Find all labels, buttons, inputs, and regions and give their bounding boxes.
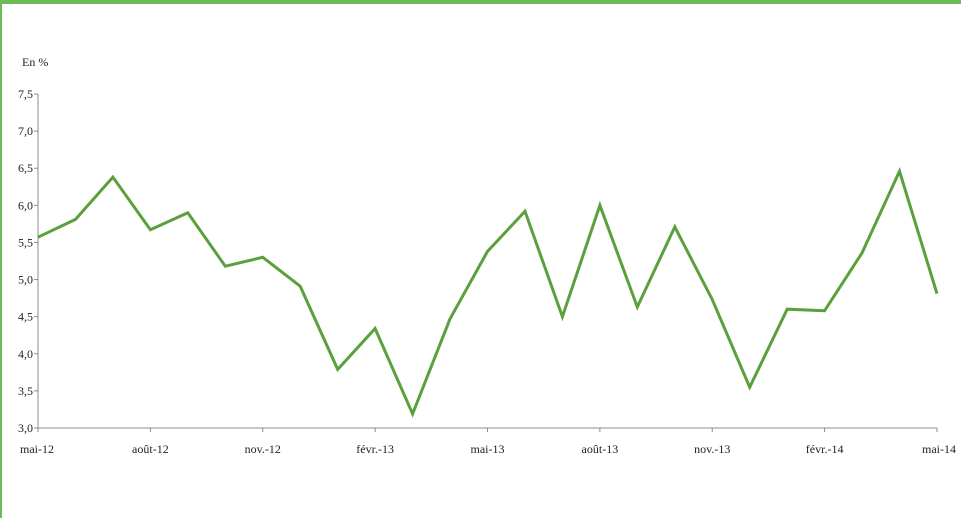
y-axis-ticks: 3,0 3,5 4,0 4,5 5,0 5,5 6,0 6,5 7,0 7,5	[18, 87, 38, 435]
x-tick-label: mai-14	[922, 442, 956, 456]
x-tick-label: mai-13	[471, 442, 505, 456]
x-tick-label: mai-12	[20, 442, 54, 456]
y-tick-label: 6,0	[18, 198, 33, 212]
y-tick-label: 4,0	[18, 347, 33, 361]
y-tick-label: 7,0	[18, 124, 33, 138]
x-tick-label: nov.-13	[694, 442, 730, 456]
y-tick-label: 5,0	[18, 273, 33, 287]
x-tick-label: août-13	[582, 442, 619, 456]
y-axis-title: En %	[22, 55, 48, 69]
y-tick-label: 3,5	[18, 384, 33, 398]
y-tick-label: 6,5	[18, 161, 33, 175]
y-tick-label: 5,5	[18, 235, 33, 249]
series-group	[37, 166, 939, 418]
y-tick-label: 4,5	[18, 310, 33, 324]
x-tick-label: nov.-12	[245, 442, 281, 456]
x-tick-label: août-12	[132, 442, 169, 456]
x-axis-ticks: mai-12 août-12 nov.-12 févr.-13 mai-13 août-1…	[20, 428, 956, 456]
y-tick-label: 3,0	[18, 421, 33, 435]
x-tick-label: févr.-14	[806, 442, 844, 456]
y-tick-label: 7,5	[18, 87, 33, 101]
x-tick-label: févr.-13	[356, 442, 394, 456]
axes	[37, 94, 937, 429]
series-line	[37, 166, 939, 418]
